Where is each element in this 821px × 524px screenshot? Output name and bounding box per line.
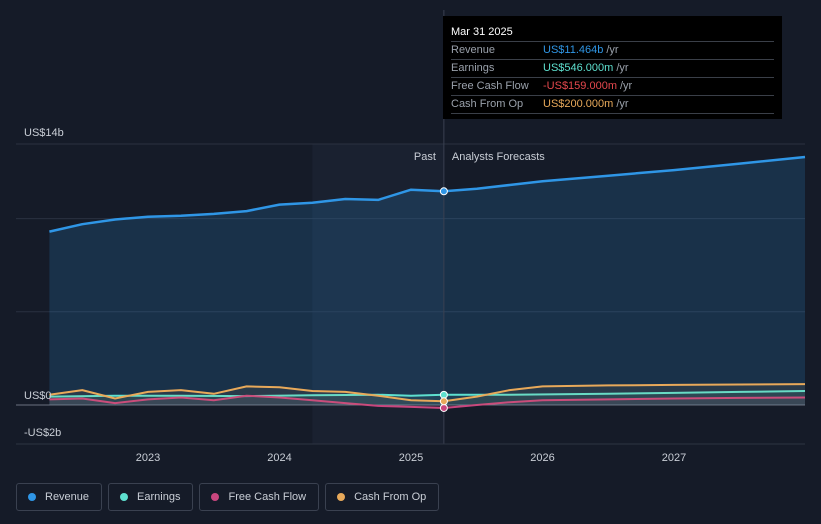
y-tick-label: US$0 <box>24 390 52 402</box>
legend-label: Cash From Op <box>354 491 427 503</box>
tooltip-row-unit: /yr <box>606 44 619 56</box>
legend-dot-icon <box>120 493 129 501</box>
tooltip-rows: Revenue US$11.464b/yr Earnings US$546.000m /… <box>451 42 774 114</box>
series-area-cash-from-op <box>49 384 805 405</box>
tooltip-row-unit: /yr <box>620 80 633 92</box>
tooltip-row: Cash From Op US$200.000m/yr <box>451 96 774 114</box>
y-tick-label: US$14b <box>24 127 64 139</box>
tooltip-row-label: Revenue <box>451 44 496 56</box>
tooltip-row: Free Cash Flow -US$159.000m/yr <box>451 78 774 96</box>
tooltip-row-unit: /yr <box>616 62 629 74</box>
series-line-cash-from-op <box>49 383 806 403</box>
tooltip-row-value: US$546.000m <box>543 62 614 74</box>
tooltip-date: Mar 31 2025 <box>451 23 774 42</box>
legend-item-revenue[interactable]: Revenue <box>16 483 103 511</box>
past-label: Past <box>414 151 436 163</box>
legend-label: Free Cash Flow <box>228 491 307 503</box>
x-axis-labels: 2023 2024 2025 2026 2027 <box>136 452 686 464</box>
tooltip: Mar 31 2025 Revenue US$11.464b/yr Earnings… <box>443 16 782 119</box>
legend: Revenue Earnings Free Cash Flow Cash From O… <box>16 483 440 511</box>
tooltip-row-label: Cash From Op <box>451 98 524 110</box>
x-tick-label: 2026 <box>530 452 554 464</box>
tooltip-row-unit: /yr <box>616 98 629 110</box>
legend-label: Revenue <box>45 491 90 503</box>
marker-cash-from-op <box>439 397 448 406</box>
series-area-revenue <box>49 157 805 405</box>
legend-label: Earnings <box>137 491 181 503</box>
x-tick-label: 2027 <box>662 452 686 464</box>
tooltip-row-label: Free Cash Flow <box>451 80 529 92</box>
tooltip-row-value: US$200.000m <box>543 98 614 110</box>
series-line-earnings <box>49 390 806 398</box>
tooltip-row-value: US$11.464b <box>543 44 604 56</box>
series-layer <box>49 155 806 409</box>
gridlines <box>16 143 805 406</box>
legend-item-earnings[interactable]: Earnings <box>108 483 194 511</box>
tooltip-row-value: -US$159.000m <box>543 80 617 92</box>
forecast-label: Analysts Forecasts <box>452 151 545 163</box>
marker-revenue <box>439 187 448 196</box>
legend-item-cash-from-op[interactable]: Cash From Op <box>325 483 440 511</box>
tooltip-row: Earnings US$546.000m/yr <box>451 60 774 78</box>
marker-earnings <box>439 390 448 399</box>
legend-dot-icon <box>337 493 346 501</box>
tooltip-row-label: Earnings <box>451 62 495 74</box>
legend-item-free-cash-flow[interactable]: Free Cash Flow <box>199 483 320 511</box>
highlight-markers <box>439 187 448 412</box>
x-tick-label: 2024 <box>267 452 291 464</box>
y-axis-labels: US$14b US$0 -US$2b <box>24 127 64 439</box>
series-line-revenue <box>49 155 806 233</box>
marker-free-cash-flow <box>439 403 448 412</box>
y-tick-label: -US$2b <box>24 427 61 439</box>
tooltip-row: Revenue US$11.464b/yr <box>451 42 774 60</box>
legend-dot-icon <box>28 493 36 501</box>
series-area-free-cash-flow <box>49 395 805 408</box>
legend-dot-icon <box>211 493 220 501</box>
chart: Past Analysts Forecasts US$14b US$0 -US$2b… <box>16 10 806 464</box>
x-tick-label: 2025 <box>399 452 423 464</box>
series-line-free-cash-flow <box>49 394 806 409</box>
x-tick-label: 2023 <box>136 452 160 464</box>
